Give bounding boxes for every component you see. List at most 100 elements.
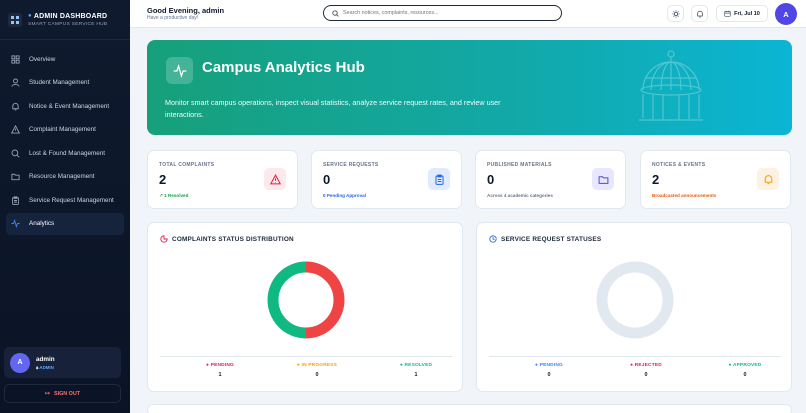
sidebar-item-label: Complaint Management: [29, 126, 96, 133]
legend-pending: ● PENDING 0: [509, 363, 589, 378]
date-label: Fri, Jul 10: [734, 10, 760, 17]
stat-label: SERVICE REQUESTS: [323, 162, 379, 168]
sidebar-item-label: Student Management: [29, 79, 90, 86]
legend-label: ● APPROVED: [728, 363, 762, 368]
user-icon: [10, 78, 20, 88]
donut-slice-pending[interactable]: [305, 261, 345, 339]
search-bar[interactable]: [323, 5, 562, 21]
search-icon: [10, 148, 20, 158]
sidebar-item-overview[interactable]: Overview: [6, 48, 124, 70]
sidebar-item-label: Lost & Found Management: [29, 149, 105, 157]
donut-empty-ring: [596, 261, 674, 339]
legend-in-progress: ● IN PROGRESS 0: [277, 363, 357, 378]
legend-resolved: ● RESOLVED 1: [376, 363, 456, 378]
legend-value: 0: [644, 372, 648, 378]
legend-value: 1: [218, 372, 222, 378]
sign-out-button[interactable]: ↦ SIGN OUT: [4, 384, 121, 403]
campus-dome-icon: [635, 46, 707, 129]
legend-label-text: REJECTED: [634, 363, 662, 368]
sidebar-item-label: Analytics: [29, 220, 55, 227]
legend-label-text: PENDING: [210, 363, 234, 368]
sidebar-item-lost-found-management[interactable]: Lost & Found Management: [6, 142, 124, 164]
clock-icon: [489, 235, 497, 243]
sidebar-item-label: Resource Management: [29, 173, 95, 180]
sidebar-item-service-request-management[interactable]: Service Request Management: [6, 189, 124, 211]
stat-value: 0: [487, 172, 495, 187]
stat-card-notices-events: NOTICES & EVENTS 2 Broadcasted announcem…: [640, 150, 791, 209]
legend-label: ● RESOLVED: [399, 363, 433, 368]
sidebar-item-resource-management[interactable]: Resource Management: [6, 166, 124, 188]
warning-icon: [10, 125, 20, 135]
user-card[interactable]: A admin 🔒︎ ADMIN: [4, 347, 121, 378]
brand-subtitle: SMART CAMPUS SERVICE HUB: [28, 21, 108, 27]
sidebar-item-notice-event-management[interactable]: Notice & Event Management: [6, 95, 124, 117]
bell-icon: [10, 101, 20, 111]
legend-approved: ● APPROVED 0: [705, 363, 785, 378]
search-input[interactable]: [343, 10, 543, 16]
legend-value: 0: [315, 372, 319, 378]
trend-up-icon: ↗: [159, 193, 165, 198]
card-title-text: COMPLAINTS STATUS DISTRIBUTION: [172, 235, 294, 243]
sidebar-nav: Overview Student Management Notice & Eve…: [0, 48, 130, 235]
warning-icon: [264, 168, 286, 190]
brand: ● ADMIN DASHBOARD SMART CAMPUS SERVICE HU…: [0, 0, 130, 40]
sidebar-item-label: Notice & Event Management: [29, 102, 110, 110]
clipboard-icon: [428, 168, 450, 190]
greeting: Good Evening, admin: [147, 6, 225, 15]
logout-icon: ↦: [44, 391, 50, 397]
top-header: Good Evening, admin Have a productive da…: [130, 0, 806, 28]
hero-title: Campus Analytics Hub: [202, 59, 365, 76]
user-role-text: ADMIN: [39, 364, 54, 370]
avatar[interactable]: A: [775, 3, 797, 25]
hero-description: Monitor smart campus operations, inspect…: [165, 98, 501, 119]
sidebar-item-student-management[interactable]: Student Management: [6, 72, 124, 94]
card-title: COMPLAINTS STATUS DISTRIBUTION: [160, 235, 294, 243]
stat-value: 2: [652, 172, 660, 187]
avatar: A: [10, 352, 30, 373]
sidebar: ● ADMIN DASHBOARD SMART CAMPUS SERVICE HU…: [0, 0, 130, 413]
card-title-text: SERVICE REQUEST STATUSES: [501, 235, 602, 243]
stat-note: ↗ 1 Resolved: [159, 193, 188, 199]
stat-note: 0 Pending Approval: [323, 193, 366, 198]
hero-banner: Campus Analytics Hub Monitor smart campu…: [147, 40, 792, 135]
complaints-donut-chart: [267, 261, 345, 339]
sidebar-item-complaint-management[interactable]: Complaint Management: [6, 119, 124, 141]
sign-out-label: SIGN OUT: [53, 390, 81, 397]
bell-icon: [757, 168, 779, 190]
chart-legend: ● PENDING 1 ● IN PROGRESS 0 ● RESOLVED 1: [160, 356, 452, 378]
card-title: SERVICE REQUEST STATUSES: [489, 235, 601, 243]
brand-title: ● ADMIN DASHBOARD: [28, 13, 107, 20]
theme-toggle-button[interactable]: [667, 5, 684, 22]
stat-card-total-complaints: TOTAL COMPLAINTS 2 ↗ 1 Resolved: [147, 150, 298, 209]
donut-slice-resolved[interactable]: [267, 261, 307, 339]
activity-icon: [10, 219, 20, 229]
folder-icon: [10, 172, 20, 182]
date-button[interactable]: Fri, Jul 10: [716, 5, 768, 22]
stat-card-service-requests: SERVICE REQUESTS 0 0 Pending Approval: [311, 150, 462, 209]
legend-value: 0: [743, 372, 747, 378]
legend-label: ● IN PROGRESS: [296, 363, 338, 368]
notifications-button[interactable]: [691, 5, 708, 22]
user-name: admin: [36, 355, 55, 363]
activity-icon: [166, 57, 193, 84]
legend-value: 1: [414, 372, 418, 378]
brand-title-text: ADMIN DASHBOARD: [33, 12, 108, 20]
legend-label-text: IN PROGRESS: [301, 363, 338, 368]
bell-icon: [696, 5, 704, 23]
calendar-icon: [724, 10, 731, 17]
stat-label: TOTAL COMPLAINTS: [159, 162, 215, 168]
legend-label-text: RESOLVED: [404, 363, 433, 368]
pie-chart-icon: [160, 235, 168, 243]
legend-value: 0: [547, 372, 551, 378]
stat-label: PUBLISHED MATERIALS: [487, 162, 552, 168]
chart-legend: ● PENDING 0 ● REJECTED 0 ● APPROVED 0: [489, 356, 781, 378]
sidebar-item-analytics[interactable]: Analytics: [6, 212, 124, 235]
legend-rejected: ● REJECTED 0: [606, 363, 686, 378]
legend-label-text: PENDING: [539, 363, 563, 368]
legend-label-text: APPROVED: [732, 363, 762, 368]
stat-label: NOTICES & EVENTS: [652, 162, 706, 168]
stat-note: Across 4 academic categories: [487, 193, 553, 198]
next-card-peek: [147, 404, 792, 413]
stat-value: 0: [323, 172, 331, 187]
complaints-status-card: COMPLAINTS STATUS DISTRIBUTION ● PENDING…: [147, 222, 463, 392]
